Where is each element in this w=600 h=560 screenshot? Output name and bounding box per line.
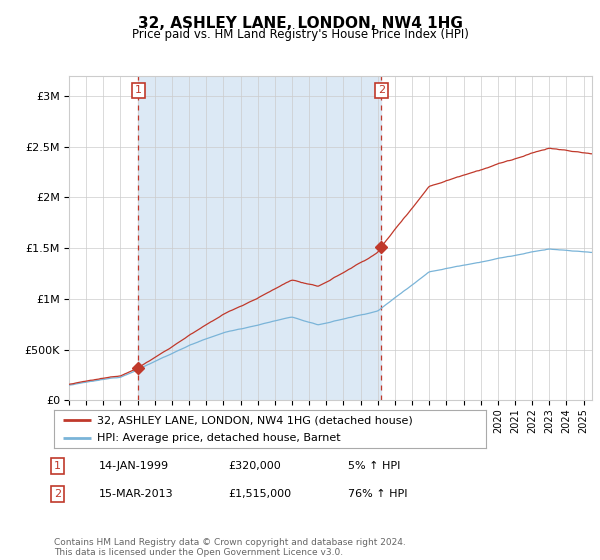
- Text: £320,000: £320,000: [228, 461, 281, 471]
- Text: 32, ASHLEY LANE, LONDON, NW4 1HG: 32, ASHLEY LANE, LONDON, NW4 1HG: [137, 16, 463, 31]
- Text: 32, ASHLEY LANE, LONDON, NW4 1HG (detached house): 32, ASHLEY LANE, LONDON, NW4 1HG (detach…: [97, 415, 413, 425]
- Text: Contains HM Land Registry data © Crown copyright and database right 2024.
This d: Contains HM Land Registry data © Crown c…: [54, 538, 406, 557]
- Text: 76% ↑ HPI: 76% ↑ HPI: [348, 489, 407, 499]
- Text: 2: 2: [54, 489, 61, 499]
- Text: HPI: Average price, detached house, Barnet: HPI: Average price, detached house, Barn…: [97, 433, 341, 443]
- Text: 1: 1: [135, 85, 142, 95]
- Text: 1: 1: [54, 461, 61, 471]
- Bar: [139, 76, 382, 400]
- Text: 5% ↑ HPI: 5% ↑ HPI: [348, 461, 400, 471]
- Text: 15-MAR-2013: 15-MAR-2013: [99, 489, 173, 499]
- Text: £1,515,000: £1,515,000: [228, 489, 291, 499]
- Text: 14-JAN-1999: 14-JAN-1999: [99, 461, 169, 471]
- Text: Price paid vs. HM Land Registry's House Price Index (HPI): Price paid vs. HM Land Registry's House …: [131, 28, 469, 41]
- Text: 2: 2: [378, 85, 385, 95]
